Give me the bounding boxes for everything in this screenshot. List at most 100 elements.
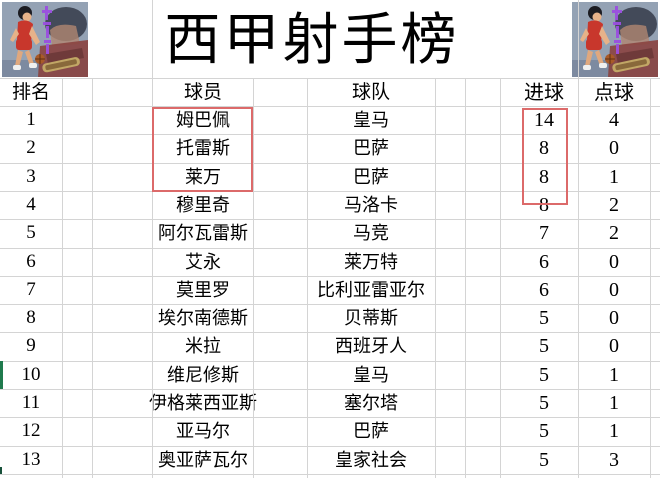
cell-goals: 14 — [534, 109, 554, 131]
cell-team: 皇家社会 — [335, 449, 407, 470]
slam-dunk-illustration — [572, 2, 658, 77]
table-row: 8 埃尔南德斯 贝蒂斯 5 0 — [0, 304, 660, 332]
gridline-horizontal — [0, 219, 660, 220]
gridline-horizontal — [0, 276, 660, 277]
cell-penalties: 0 — [609, 307, 619, 330]
cell-team: 莱万特 — [344, 251, 398, 272]
cell-player: 姆巴佩 — [176, 110, 230, 130]
cell-team: 比利亚雷亚尔 — [317, 279, 425, 300]
cell-goals: 8 — [539, 137, 549, 160]
table-row: 7 莫里罗 比利亚雷亚尔 6 0 — [0, 276, 660, 304]
gridline-horizontal — [0, 78, 660, 79]
page-title: 西甲射手榜 — [164, 10, 460, 72]
cell-goals: 6 — [539, 278, 549, 301]
gridline-horizontal — [0, 474, 660, 475]
table-row: 13 奥亚萨瓦尔 皇家社会 5 3 — [0, 446, 660, 474]
cell-player: 亚马尔 — [176, 421, 230, 442]
cell-rank: 5 — [26, 222, 36, 244]
table-row: 2 托雷斯 巴萨 8 0 — [0, 134, 660, 162]
gridline-vertical — [307, 78, 308, 478]
highlight-box-players — [152, 107, 253, 192]
selection-marker — [0, 361, 3, 389]
cell-rank: 9 — [26, 335, 36, 357]
watermark-text — [42, 6, 52, 54]
cell-rank: 6 — [26, 250, 36, 272]
table-row: 10 维尼修斯 皇马 5 1 — [0, 361, 660, 389]
gridline-vertical — [435, 78, 436, 478]
cell-rank: 7 — [26, 278, 36, 300]
gridline-vertical — [92, 78, 93, 478]
cell-penalties: 4 — [609, 109, 619, 131]
slam-dunk-image-right — [572, 2, 658, 77]
cell-rank: 3 — [26, 165, 36, 187]
gridline-vertical — [465, 78, 466, 478]
cell-penalties: 0 — [609, 278, 619, 301]
cell-team: 巴萨 — [353, 421, 389, 442]
cell-player: 莱万 — [185, 166, 221, 187]
gridline-horizontal — [0, 248, 660, 249]
gridline-vertical — [650, 78, 651, 478]
cell-rank: 12 — [21, 420, 41, 442]
cell-penalties: 0 — [609, 335, 619, 358]
gridline-vertical — [152, 0, 153, 478]
table-row: 5 阿尔瓦雷斯 马竞 7 2 — [0, 219, 660, 247]
cell-team: 巴萨 — [353, 166, 389, 187]
gridline-horizontal — [0, 163, 660, 164]
cell-penalties: 1 — [609, 165, 619, 188]
table-row: 9 米拉 西班牙人 5 0 — [0, 332, 660, 360]
table-row: 3 莱万 巴萨 8 1 — [0, 163, 660, 191]
column-header-rank: 排名 — [11, 82, 50, 103]
cell-player: 奥亚萨瓦尔 — [158, 449, 248, 470]
table-row: 12 亚马尔 巴萨 5 1 — [0, 417, 660, 445]
gridline-vertical — [253, 78, 254, 478]
gridline-vertical — [578, 0, 579, 478]
cell-team: 皇马 — [353, 364, 389, 385]
cell-penalties: 3 — [609, 448, 619, 471]
cell-goals: 6 — [539, 250, 549, 273]
cell-player: 莫里罗 — [176, 279, 230, 300]
gridline-horizontal — [0, 304, 660, 305]
table-row: 11 伊格莱西亚斯 塞尔塔 5 1 — [0, 389, 660, 417]
cell-team: 塞尔塔 — [344, 393, 398, 413]
cell-player: 穆里奇 — [176, 194, 230, 215]
cell-rank: 8 — [26, 307, 36, 329]
table-header: 排名 球员 球队 进球 点球 — [0, 79, 660, 107]
cell-goals: 7 — [539, 222, 549, 245]
cell-player: 艾永 — [185, 251, 221, 272]
cell-penalties: 1 — [609, 392, 619, 414]
gridline-horizontal — [0, 134, 660, 135]
cell-rank: 11 — [21, 392, 41, 413]
column-header-goals: 进球 — [524, 82, 564, 104]
cell-rank: 10 — [21, 363, 41, 385]
gridline-horizontal — [0, 191, 660, 192]
cell-rank: 2 — [26, 137, 36, 159]
cell-team: 贝蒂斯 — [344, 308, 398, 329]
table-row: 6 艾永 莱万特 6 0 — [0, 248, 660, 276]
cell-team: 马洛卡 — [344, 194, 398, 215]
table-row: 1 姆巴佩 皇马 14 4 — [0, 106, 660, 134]
column-header-team: 球队 — [351, 82, 390, 103]
cell-penalties: 0 — [609, 250, 619, 273]
cell-penalties: 2 — [609, 193, 619, 216]
cell-rank: 13 — [21, 448, 41, 470]
cell-player: 伊格莱西亚斯 — [149, 393, 257, 413]
cell-player: 维尼修斯 — [167, 364, 239, 385]
gridline-horizontal — [0, 106, 660, 107]
cell-penalties: 0 — [609, 137, 619, 160]
cell-penalties: 1 — [609, 420, 619, 443]
watermark-text — [612, 6, 622, 54]
cell-rank: 1 — [26, 109, 36, 130]
gridline-horizontal — [0, 389, 660, 390]
selection-marker-bottom — [0, 467, 2, 474]
gridline-horizontal — [0, 332, 660, 333]
gridline-horizontal — [0, 417, 660, 418]
cell-team: 皇马 — [353, 110, 389, 130]
cell-player: 托雷斯 — [176, 138, 230, 159]
cell-goals: 5 — [539, 420, 549, 443]
cell-rank: 4 — [26, 193, 36, 215]
cell-penalties: 2 — [609, 222, 619, 245]
cell-player: 埃尔南德斯 — [158, 308, 248, 329]
cell-player: 阿尔瓦雷斯 — [158, 223, 248, 244]
cell-player: 米拉 — [185, 336, 221, 357]
